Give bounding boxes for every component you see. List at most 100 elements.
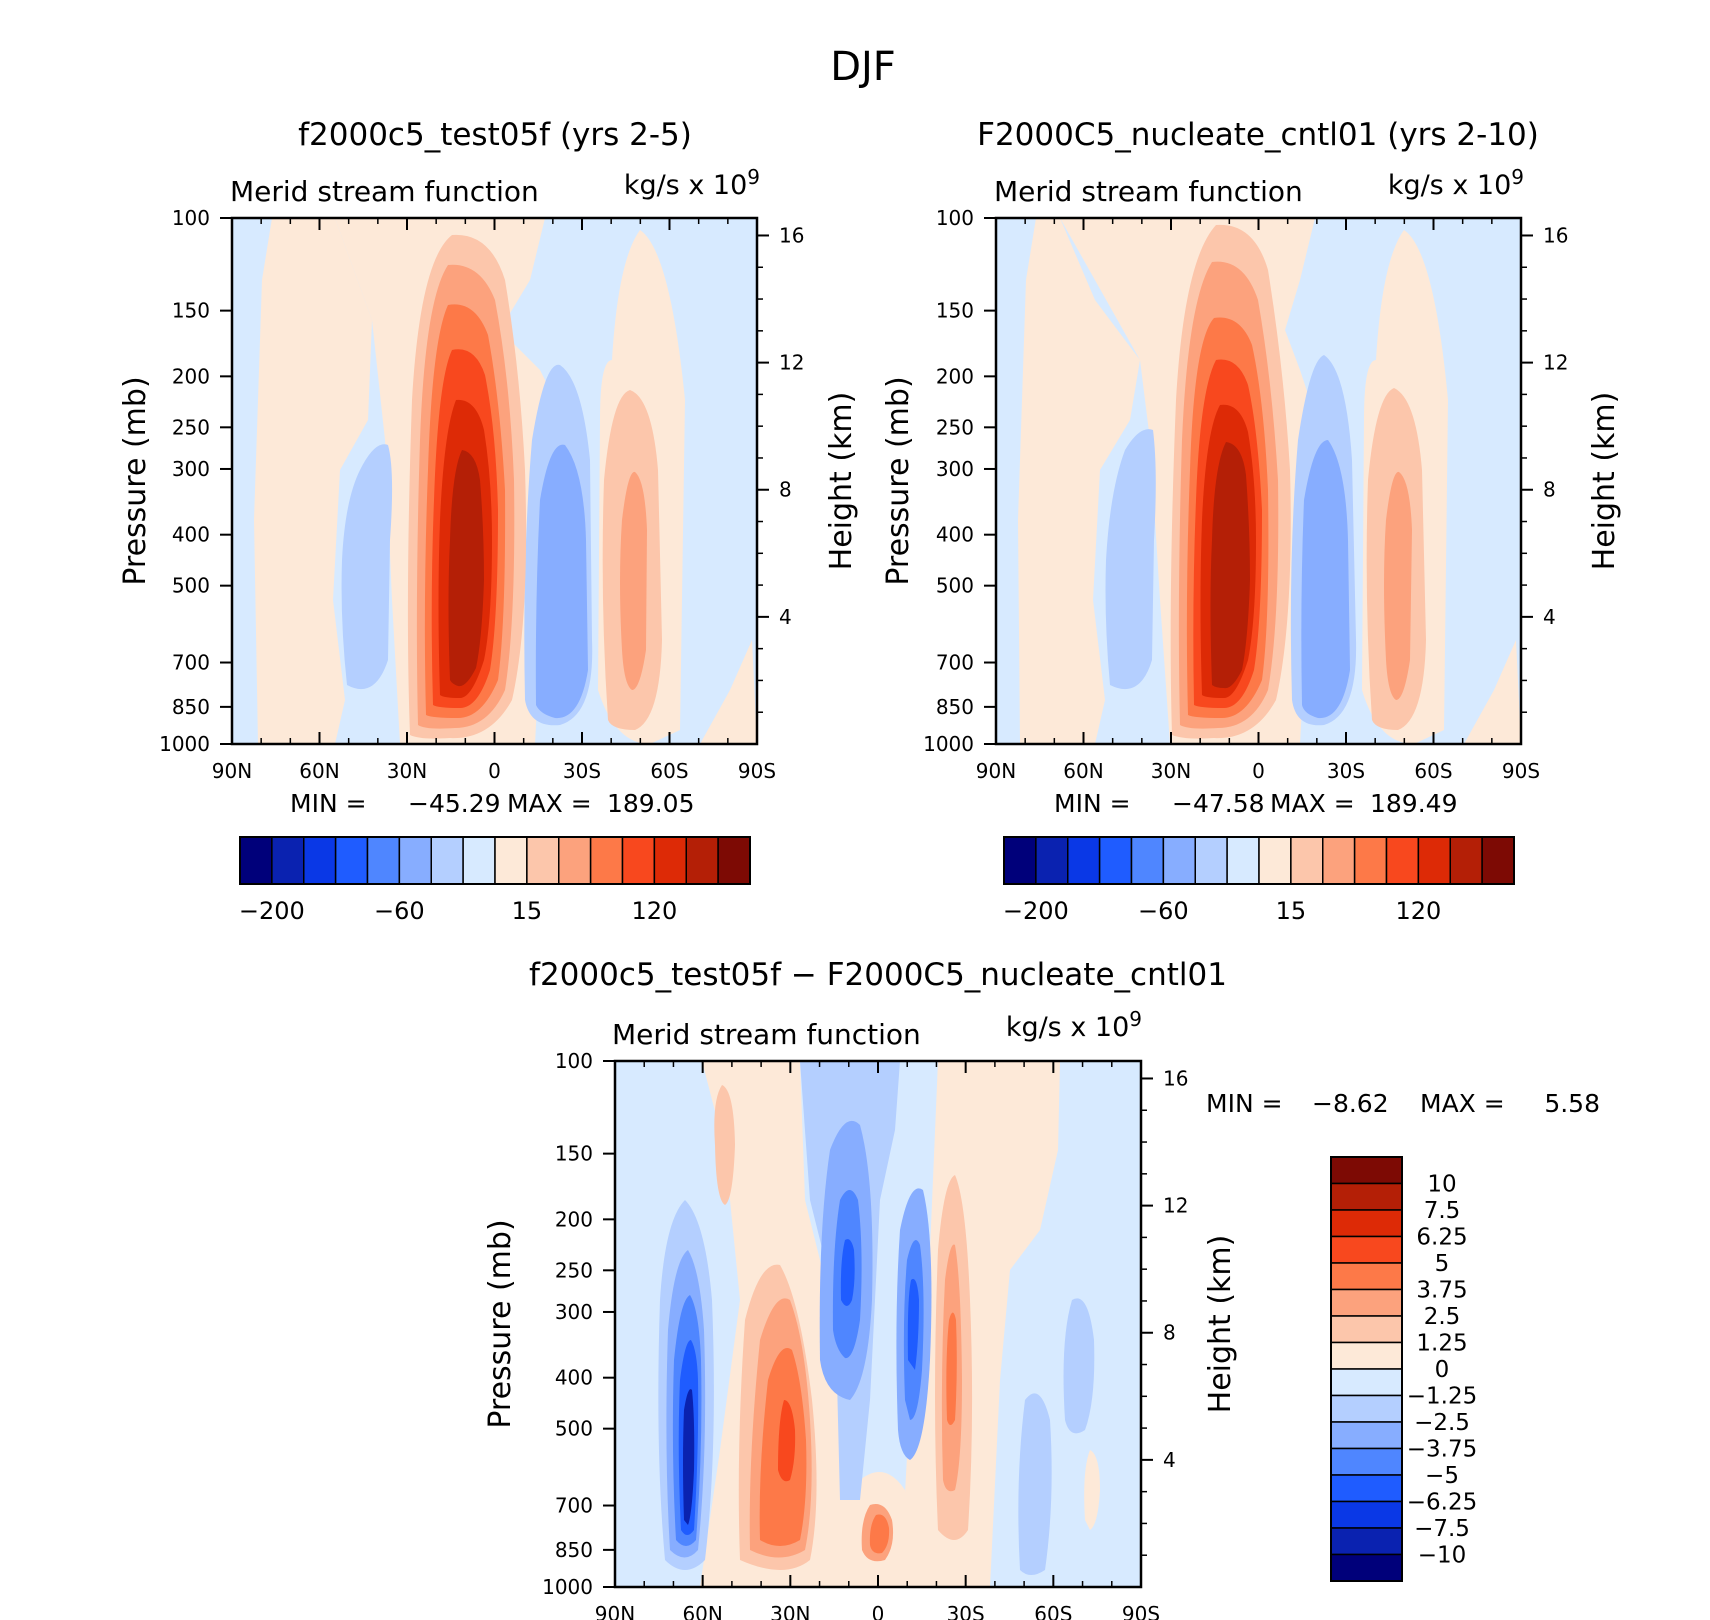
colorbar-swatch	[334, 836, 369, 885]
panel-3-region-weak-positive-75s	[1084, 1450, 1100, 1530]
colorbar-label: 5	[1435, 1251, 1450, 1277]
pressure-tick-label: 100	[555, 1049, 593, 1073]
colorbar-swatch	[1417, 836, 1451, 885]
height-tick-label: 16	[1163, 1066, 1188, 1090]
pressure-tick-label: 500	[172, 574, 210, 598]
height-tick-label: 8	[779, 478, 792, 502]
colorbar-label: 3.75	[1416, 1278, 1467, 1304]
panel-2-region-positive-sh-inner	[1384, 471, 1412, 700]
lat-tick-label: 30S	[1327, 759, 1365, 783]
panel-1-min-value: −45.29	[408, 789, 501, 818]
colorbar-label: 2.5	[1424, 1304, 1461, 1330]
panel-1-ylabel: Pressure (mb)	[118, 376, 153, 585]
colorbar-label: 15	[512, 897, 543, 925]
pressure-tick-label: 1000	[923, 732, 974, 756]
panel-3-region-negative-70s	[1063, 1298, 1095, 1434]
pressure-tick-label: 250	[555, 1258, 593, 1282]
colorbar-swatch	[1130, 836, 1165, 885]
colorbar-swatch	[1067, 836, 1101, 885]
pressure-tick-label: 150	[555, 1142, 593, 1166]
lat-tick-label: 0	[1252, 759, 1265, 783]
panel-2-colorbar: −200 −60 15 120	[1003, 836, 1515, 925]
colorbar-swatch	[1330, 1156, 1403, 1185]
lat-tick-label: 30N	[387, 759, 427, 783]
pressure-tick-label: 700	[936, 651, 974, 675]
panel-1-region-negative-nh	[341, 444, 393, 690]
panel-1-max-value: 189.05	[607, 789, 694, 818]
pressure-tick-label: 400	[555, 1366, 593, 1390]
colorbar-label: −200	[1003, 897, 1069, 925]
colorbar-label: 0	[1435, 1357, 1450, 1383]
colorbar-swatch	[303, 836, 337, 885]
colorbar-swatch	[1330, 1182, 1403, 1211]
panel-2-axes: 100 150 200 250 300 400 500 700 850 1000 4 8 12 16 90N…	[923, 206, 1568, 783]
panel-3-region-positive-eq-inner	[869, 1514, 890, 1554]
colorbar-label: 120	[1395, 897, 1441, 925]
lat-tick-label: 60S	[1414, 759, 1452, 783]
colorbar-swatch	[1330, 1315, 1403, 1344]
pressure-tick-label: 700	[555, 1494, 593, 1518]
lat-tick-label: 60S	[650, 759, 688, 783]
panel-2-y2label: Height (km)	[1587, 392, 1622, 571]
colorbar-swatch	[1330, 1288, 1403, 1317]
colorbar-swatch	[685, 836, 719, 885]
height-tick-label: 8	[1163, 1321, 1176, 1345]
colorbar-label: −60	[1138, 897, 1189, 925]
colorbar-swatch	[1330, 1553, 1403, 1582]
panel-1-max-label: MAX =	[507, 789, 592, 818]
pressure-tick-label: 200	[555, 1207, 593, 1231]
colorbar-label: 15	[1276, 897, 1307, 925]
pressure-tick-label: 300	[172, 457, 210, 481]
lat-tick-label: 60N	[682, 1602, 722, 1620]
colorbar-swatch	[717, 836, 751, 885]
colorbar-swatch	[1330, 1474, 1403, 1503]
panel-1-axes: 100 150 200 250 300 400 500 700 850 1000 4 8 12 16 90N…	[159, 206, 804, 783]
pressure-tick-label: 300	[555, 1300, 593, 1324]
panel-2-region-negative-nh	[1105, 429, 1156, 690]
panel-2-min-value: −47.58	[1172, 789, 1265, 818]
pressure-tick-label: 500	[555, 1417, 593, 1441]
colorbar-swatch	[526, 836, 560, 885]
lat-tick-label: 90N	[976, 759, 1016, 783]
panel-3-min-value: −8.62	[1312, 1089, 1389, 1118]
colorbar-label: −6.25	[1407, 1490, 1477, 1516]
panel-1: f2000c5_test05f (yrs 2-5) Merid stream f…	[118, 117, 859, 925]
figure-title: DJF	[830, 44, 896, 90]
lat-tick-label: 60N	[299, 759, 339, 783]
panel-1-region-weak-positive-pole	[700, 640, 757, 744]
panel-1-contour-field	[232, 218, 757, 744]
panel-2-region-weak-positive-nh	[1018, 218, 1140, 744]
panel-2-region-weak-positive-pole	[1464, 640, 1521, 744]
panel-2-units-label: kg/s x 109	[1388, 165, 1524, 201]
panel-1-region-negative-sh-inner	[535, 444, 588, 719]
colorbar-frame	[1003, 836, 1515, 885]
pressure-tick-label: 150	[172, 299, 210, 323]
colorbar-swatch	[1481, 836, 1515, 885]
colorbar-label: 1.25	[1416, 1331, 1467, 1357]
colorbar-swatch	[1098, 836, 1133, 885]
colorbar-label: −5	[1425, 1463, 1459, 1489]
colorbar-swatch	[621, 836, 656, 885]
lat-tick-label: 90S	[1122, 1602, 1160, 1620]
panel-1-region-weak-positive-nh	[254, 218, 372, 744]
panel-3-colorbar: 107.56.2553.752.51.250−1.25−2.5−3.75−5−6…	[1330, 1156, 1477, 1582]
panel-3-region-negative-60n-max	[683, 1389, 695, 1525]
panel-3-ylabel: Pressure (mb)	[483, 1219, 518, 1428]
lat-tick-label: 90S	[1502, 759, 1540, 783]
pressure-tick-label: 250	[936, 415, 974, 439]
pressure-tick-label: 500	[936, 574, 974, 598]
pressure-tick-label: 400	[936, 523, 974, 547]
pressure-tick-label: 200	[936, 364, 974, 388]
colorbar-swatch	[1330, 1527, 1403, 1556]
panel-2-region-positive-max	[1210, 442, 1250, 689]
panel-2-region-negative-sh-inner	[1301, 440, 1350, 719]
colorbar-swatch	[1449, 836, 1483, 885]
colorbar-label: −7.5	[1414, 1516, 1470, 1542]
height-tick-label: 16	[779, 223, 804, 247]
colorbar-label: −3.75	[1407, 1437, 1477, 1463]
colorbar-label: −2.5	[1414, 1410, 1470, 1436]
panel-3-region-positive-sh-inner	[946, 1312, 957, 1425]
colorbar-swatch	[558, 836, 592, 885]
colorbar-swatch	[494, 836, 528, 885]
